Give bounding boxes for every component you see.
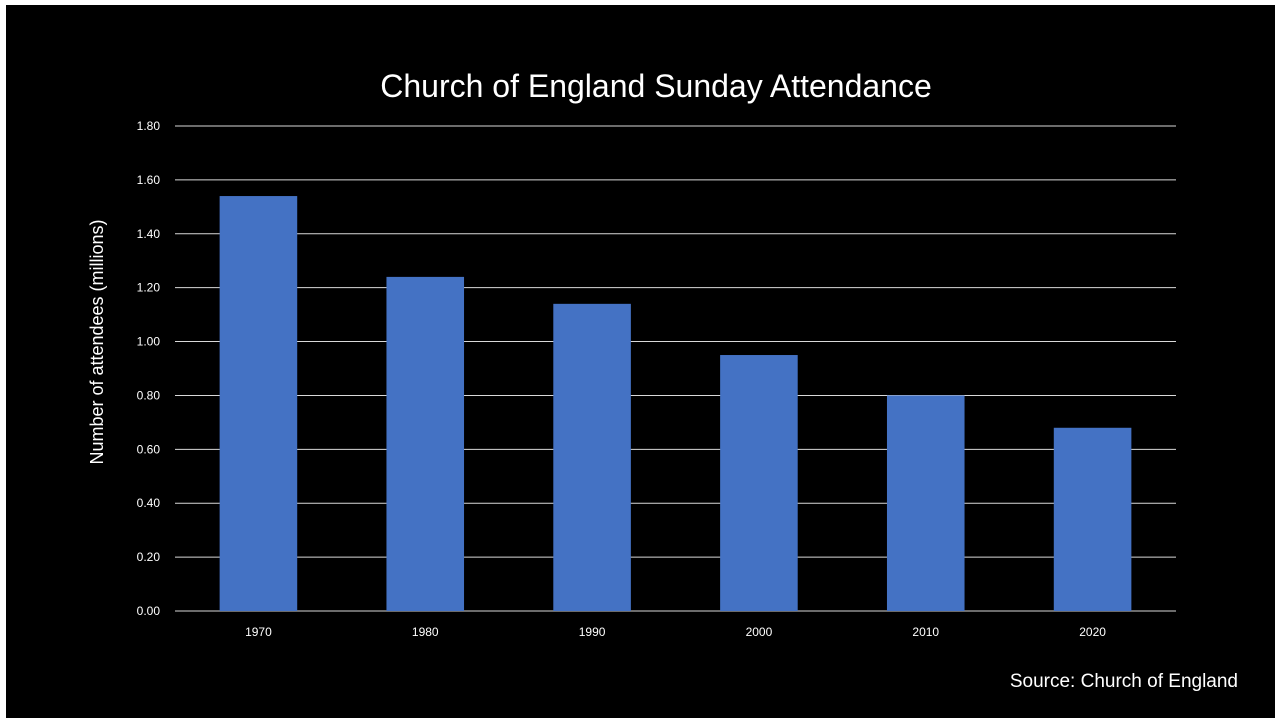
y-tick-label: 1.80 [137, 119, 161, 133]
y-tick-label: 0.80 [137, 388, 161, 402]
y-tick-label: 1.60 [137, 173, 161, 187]
y-tick-label: 0.20 [137, 550, 161, 564]
y-tick-label: 0.40 [137, 496, 161, 510]
bar-2010 [886, 395, 965, 611]
y-axis-ticks: 0.00 0.20 0.40 0.60 0.80 1.00 1.20 1.40 1.60 1.80 [137, 119, 161, 618]
bars [219, 196, 1132, 612]
bar-1990 [553, 303, 631, 611]
x-tick-label: 2010 [912, 625, 939, 639]
bar-chart: Church of England Sunday Attendance 0.00… [87, 68, 1238, 692]
x-tick-label: 2020 [1079, 625, 1106, 639]
y-axis-label: Number of attendees (millions) [87, 219, 107, 464]
y-tick-label: 1.00 [137, 335, 161, 349]
x-tick-label: 1970 [245, 625, 272, 639]
chart-title: Church of England Sunday Attendance [380, 68, 932, 104]
x-tick-label: 1990 [579, 625, 606, 639]
y-tick-label: 1.40 [137, 227, 161, 241]
bar-1980 [386, 276, 465, 611]
y-tick-label: 1.20 [137, 281, 161, 295]
y-tick-label: 0.00 [137, 604, 161, 618]
x-tick-label: 1980 [412, 625, 439, 639]
bar-2020 [1053, 427, 1132, 611]
bar-1970 [219, 196, 298, 612]
chart-slide: Church of England Sunday Attendance 0.00… [6, 5, 1275, 718]
gridlines [175, 125, 1176, 612]
y-tick-label: 0.60 [137, 442, 161, 456]
x-tick-label: 2000 [746, 625, 773, 639]
bar-2000 [720, 355, 798, 611]
x-axis-ticks: 1970 1980 1990 2000 2010 2020 [245, 625, 1106, 639]
source-note: Source: Church of England [1010, 671, 1238, 692]
